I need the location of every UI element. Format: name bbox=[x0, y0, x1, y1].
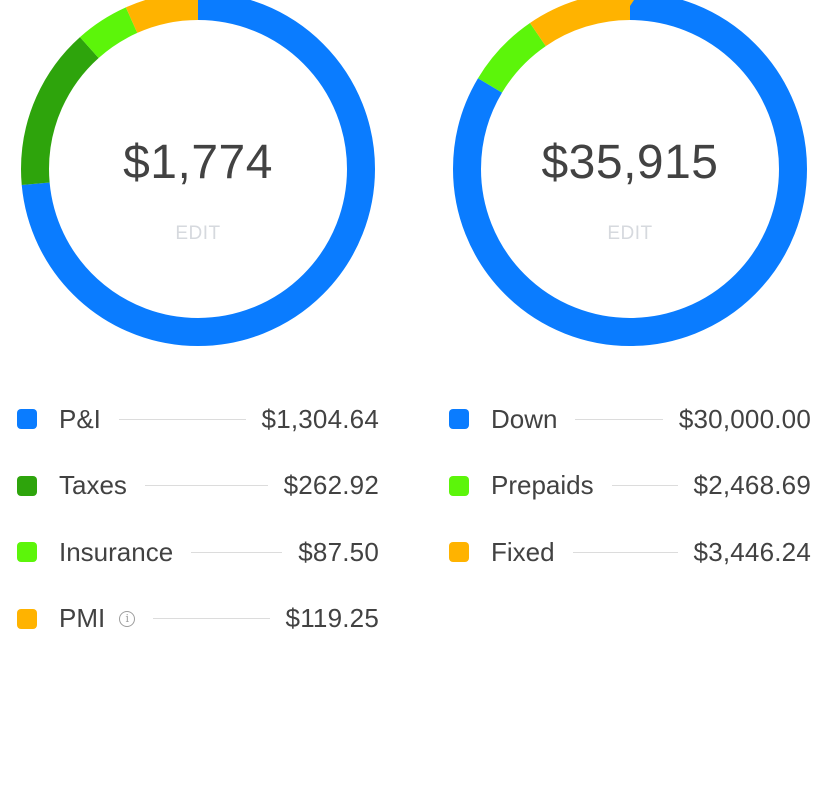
legend-label: PMI bbox=[59, 603, 106, 634]
legend-value: $3,446.24 bbox=[693, 536, 811, 567]
payment-donut-center: $1,774 EDIT bbox=[21, 0, 375, 346]
legend-item-taxes[interactable]: Taxes $262.92 bbox=[17, 453, 379, 520]
legend-label: Fixed bbox=[491, 536, 555, 567]
legend-label: Down bbox=[491, 403, 558, 434]
legend-item-pmi[interactable]: PMI i $119.25 bbox=[17, 586, 379, 653]
legend-value: $87.50 bbox=[298, 536, 379, 567]
payment-legend: P&I $1,304.64 Taxes $262.92 Insurance $8… bbox=[17, 386, 379, 652]
payment-donut-ring bbox=[21, 0, 375, 346]
cash-to-close-legend: Down $30,000.00 Prepaids $2,468.69 Fixed… bbox=[449, 386, 811, 586]
legend-value: $1,304.64 bbox=[261, 403, 379, 434]
legend-value: $2,468.69 bbox=[693, 470, 811, 501]
legend-item-down[interactable]: Down $30,000.00 bbox=[449, 386, 811, 453]
legend-item-principal-interest[interactable]: P&I $1,304.64 bbox=[17, 386, 379, 453]
cash-to-close-total: $35,915 bbox=[541, 136, 719, 189]
legend-divider bbox=[153, 618, 270, 620]
legend-divider bbox=[144, 485, 268, 487]
donut-segment-taxes bbox=[21, 0, 375, 346]
payment-donut-chart: $1,774 EDIT bbox=[21, 0, 375, 346]
payment-total: $1,774 bbox=[123, 136, 273, 189]
cash-to-close-donut-center: $35,915 EDIT bbox=[453, 0, 807, 346]
legend-label: Taxes bbox=[59, 470, 127, 501]
legend-divider bbox=[191, 551, 283, 553]
cash-to-close-donut-chart: $35,915 EDIT bbox=[453, 0, 807, 346]
swatch-principal-interest bbox=[17, 409, 37, 430]
legend-value: $262.92 bbox=[283, 470, 379, 501]
legend-label: Prepaids bbox=[491, 470, 594, 501]
legend-value: $30,000.00 bbox=[678, 403, 811, 434]
legend-divider bbox=[118, 418, 246, 420]
legend-divider bbox=[575, 418, 663, 420]
legend-divider bbox=[572, 551, 678, 553]
swatch-down bbox=[449, 409, 469, 430]
donut-segment-fixed bbox=[453, 0, 807, 346]
legend-divider bbox=[611, 485, 678, 487]
legend-item-fixed[interactable]: Fixed $3,446.24 bbox=[449, 519, 811, 586]
legend-item-insurance[interactable]: Insurance $87.50 bbox=[17, 519, 379, 586]
swatch-taxes bbox=[17, 475, 37, 496]
legend-value: $119.25 bbox=[285, 603, 379, 634]
legend-label: Insurance bbox=[59, 536, 174, 567]
swatch-insurance bbox=[17, 542, 37, 563]
legend-label: P&I bbox=[59, 403, 101, 434]
info-icon[interactable]: i bbox=[119, 610, 136, 627]
payment-edit-button[interactable]: EDIT bbox=[175, 223, 221, 244]
swatch-prepaids bbox=[449, 475, 469, 496]
swatch-pmi bbox=[17, 608, 37, 629]
cash-to-close-donut-ring bbox=[453, 0, 807, 346]
swatch-fixed bbox=[449, 542, 469, 563]
donut-segment-pmi bbox=[21, 0, 375, 346]
legend-item-prepaids[interactable]: Prepaids $2,468.69 bbox=[449, 453, 811, 520]
cash-to-close-edit-button[interactable]: EDIT bbox=[607, 223, 653, 244]
